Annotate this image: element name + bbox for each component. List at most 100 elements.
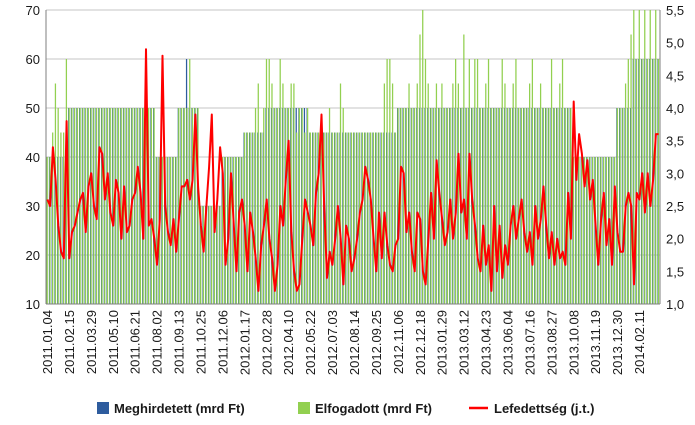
bar-elfogadott (572, 157, 575, 304)
bar-elfogadott (561, 59, 564, 304)
bar-elfogadott (106, 108, 109, 304)
x-tick-label: 2013.08.27 (544, 310, 559, 375)
x-tick-label: 2011.01.04 (40, 310, 55, 374)
bar-elfogadott (279, 59, 281, 304)
bar-elfogadott (252, 132, 254, 304)
bar-elfogadott (202, 206, 205, 304)
bar-elfogadott (315, 132, 317, 304)
bar-elfogadott (164, 157, 166, 304)
x-tick-label: 2012.07.03 (325, 310, 340, 375)
bar-elfogadott (60, 132, 62, 304)
bar-elfogadott (128, 108, 131, 304)
y2-tick-label: 2,0 (666, 232, 684, 247)
bar-elfogadott (65, 59, 68, 304)
bar-elfogadott (191, 108, 194, 304)
bar-elfogadott (301, 108, 303, 304)
y2-tick-label: 5,0 (666, 36, 684, 51)
bar-elfogadott (287, 108, 290, 304)
bar-elfogadott (101, 108, 103, 304)
x-tick-label: 2012.12.18 (413, 310, 428, 375)
bar-elfogadott (84, 108, 87, 304)
bar-elfogadott (633, 10, 635, 304)
y2-tick-label: 1,0 (666, 297, 684, 312)
bar-elfogadott (317, 132, 320, 304)
bar-elfogadott (326, 132, 328, 304)
x-tick-label: 2011.05.10 (106, 310, 121, 374)
bar-elfogadott (134, 108, 136, 304)
bar-elfogadott (553, 108, 555, 304)
bar-elfogadott (581, 157, 583, 304)
bar-elfogadott (550, 59, 553, 304)
x-tick-label: 2012.04.10 (281, 310, 296, 375)
legend-label-lefedettseg: Lefedettség (j.t.) (494, 401, 594, 416)
bar-elfogadott (627, 59, 629, 304)
line-layer (46, 48, 659, 292)
bar-elfogadott (331, 132, 333, 304)
y-tick-label: 10 (26, 297, 40, 312)
y2-tick-label: 5,5 (666, 3, 684, 18)
bar-elfogadott (312, 132, 314, 304)
bar-elfogadott (402, 108, 405, 304)
bar-elfogadott (452, 83, 454, 304)
bar-elfogadott (638, 10, 640, 304)
bar-elfogadott (589, 157, 591, 304)
bar-elfogadott (556, 108, 558, 304)
y2-tick-label: 4,5 (666, 68, 684, 83)
bar-elfogadott (260, 132, 262, 304)
bar-elfogadott (518, 108, 520, 304)
y-tick-label: 30 (26, 199, 40, 214)
bar-elfogadott (219, 206, 221, 304)
bar-elfogadott (175, 157, 177, 304)
bar-elfogadott (405, 108, 407, 304)
bar-elfogadott (98, 108, 100, 304)
bar-elfogadott (649, 10, 651, 304)
bar-elfogadott (644, 10, 646, 304)
x-tick-label: 2011.10.25 (194, 310, 209, 374)
bar-elfogadott (616, 108, 618, 304)
bar-elfogadott (180, 108, 183, 304)
bar-elfogadott (613, 157, 616, 304)
bar-elfogadott (603, 157, 605, 304)
bar-elfogadott (320, 132, 322, 304)
bar-elfogadott (197, 108, 199, 304)
bar-elfogadott (304, 132, 306, 304)
bar-elfogadott (465, 108, 468, 304)
bar-elfogadott (222, 157, 224, 304)
bar-elfogadott (183, 108, 185, 304)
bar-elfogadott (339, 83, 342, 304)
bar-elfogadott (90, 108, 92, 304)
bar-elfogadott (145, 108, 147, 304)
bar-elfogadott (578, 157, 580, 304)
x-tick-label: 2013.07.16 (522, 310, 537, 375)
bar-elfogadott (348, 132, 350, 304)
bar-elfogadott (655, 10, 657, 304)
bar-elfogadott (380, 132, 383, 304)
bar-elfogadott (504, 83, 506, 304)
bar-elfogadott (186, 108, 188, 304)
bar-elfogadott (350, 132, 353, 304)
bar-elfogadott (282, 83, 284, 304)
bar-elfogadott (630, 34, 632, 304)
bar-elfogadott (298, 108, 301, 304)
legend-label-elfogadott: Elfogadott (mrd Ft) (315, 401, 432, 416)
legend-label-meghirdetett: Meghirdetett (mrd Ft) (114, 401, 245, 416)
bar-elfogadott (342, 108, 344, 304)
bar-elfogadott (454, 59, 457, 304)
bar-elfogadott (76, 108, 78, 304)
bar-elfogadott (559, 83, 561, 304)
y-tick-label: 70 (26, 3, 40, 18)
bar-elfogadott (529, 83, 531, 304)
bar-elfogadott (241, 157, 243, 304)
y2-tick-label: 2,5 (666, 199, 684, 214)
y-tick-label: 40 (26, 150, 40, 165)
bar-elfogadott (104, 108, 106, 304)
bar-elfogadott (476, 59, 479, 304)
bar-elfogadott (531, 59, 534, 304)
x-tick-label: 2013.11.19 (588, 310, 603, 374)
bar-elfogadott (433, 108, 435, 304)
bar-elfogadott (276, 108, 279, 304)
bar-elfogadott (73, 108, 76, 304)
bar-elfogadott (372, 132, 375, 304)
bar-elfogadott (539, 83, 542, 304)
